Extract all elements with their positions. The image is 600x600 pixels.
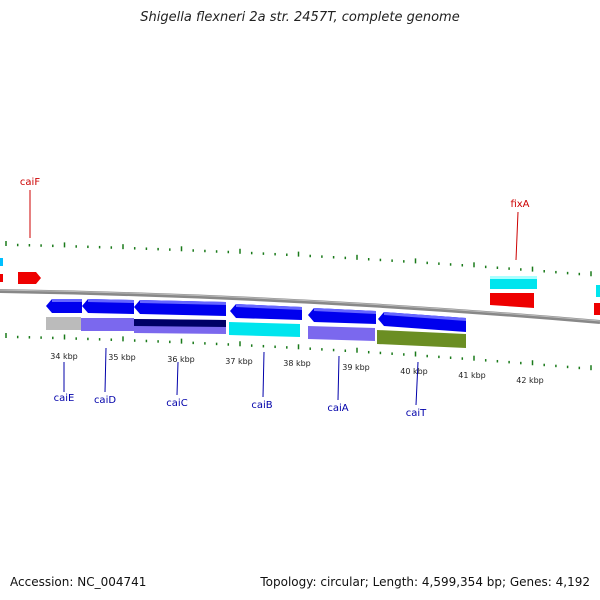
scale-label: 39 kbp [342, 363, 370, 372]
label-line-caiB [262, 351, 265, 398]
edge-gene-right-red[interactable] [594, 303, 600, 315]
gene-label-caiA[interactable]: caiA [327, 403, 348, 414]
gene-fixA-cyan-shine [490, 276, 537, 279]
scale-label: 35 kbp [108, 353, 136, 362]
cog-bar-caiE[interactable] [46, 317, 81, 330]
gene-label-caiE[interactable]: caiE [54, 393, 75, 404]
lower-tick-row [5, 333, 592, 371]
scale-label: 40 kbp [400, 367, 428, 376]
gene-caiT-shine [384, 312, 466, 321]
genome-summary-text: Topology: circular; Length: 4,599,354 bp… [260, 575, 590, 589]
cog-bar-caiA[interactable] [308, 326, 375, 341]
scale-label: 34 kbp [50, 352, 78, 361]
edge-gene-right-cyan[interactable] [596, 285, 600, 297]
gene-caiE-shine [52, 299, 82, 302]
gene-fixA-red[interactable] [490, 293, 534, 308]
gene-red-left[interactable] [18, 272, 41, 284]
label-line-caiA [337, 355, 340, 401]
cog-bar-caiC-dark [134, 319, 226, 327]
gene-caiD-shine [88, 299, 134, 303]
gene-label-caiC[interactable]: caiC [166, 398, 187, 409]
cog-bar-caiD[interactable] [81, 318, 134, 331]
upper-tick-row [5, 241, 592, 277]
gene-label-caiD[interactable]: caiD [94, 395, 116, 406]
edge-gene-cyan[interactable] [0, 258, 3, 266]
gene-label-caiB[interactable]: caiB [251, 400, 272, 411]
scale-label: 42 kbp [516, 376, 544, 385]
gene-label-caiT[interactable]: caiT [406, 408, 427, 419]
scale-label: 37 kbp [225, 357, 253, 366]
gene-label-caiF[interactable]: caiF [20, 177, 40, 188]
gene-label-fixA[interactable]: fixA [510, 199, 529, 210]
map-title: Shigella flexneri 2a str. 2457T, complet… [140, 10, 460, 25]
scale-label: 41 kbp [458, 371, 486, 380]
scale-label: 38 kbp [283, 359, 311, 368]
label-line-fixA [515, 211, 519, 261]
gene-caiA-shine [314, 308, 376, 314]
scale-label: 36 kbp [167, 355, 195, 364]
gene-caiD-arrow[interactable] [82, 299, 134, 314]
edge-gene-red[interactable] [0, 274, 3, 282]
label-line-caiC [176, 361, 179, 396]
gene-caiB-shine [236, 304, 302, 310]
cog-bar-caiB[interactable] [229, 322, 300, 337]
backbone-highlight [0, 289, 600, 322]
label-line-caiT [415, 361, 419, 406]
gene-fixA-cyan[interactable] [490, 276, 537, 289]
label-line-caiD [104, 347, 107, 393]
gene-caiE-arrow[interactable] [46, 299, 82, 313]
gene-caiC-shine [140, 300, 226, 305]
accession-text: Accession: NC_004741 [10, 575, 147, 589]
backbone-line [0, 289, 600, 324]
cog-bar-caiT[interactable] [377, 330, 466, 348]
